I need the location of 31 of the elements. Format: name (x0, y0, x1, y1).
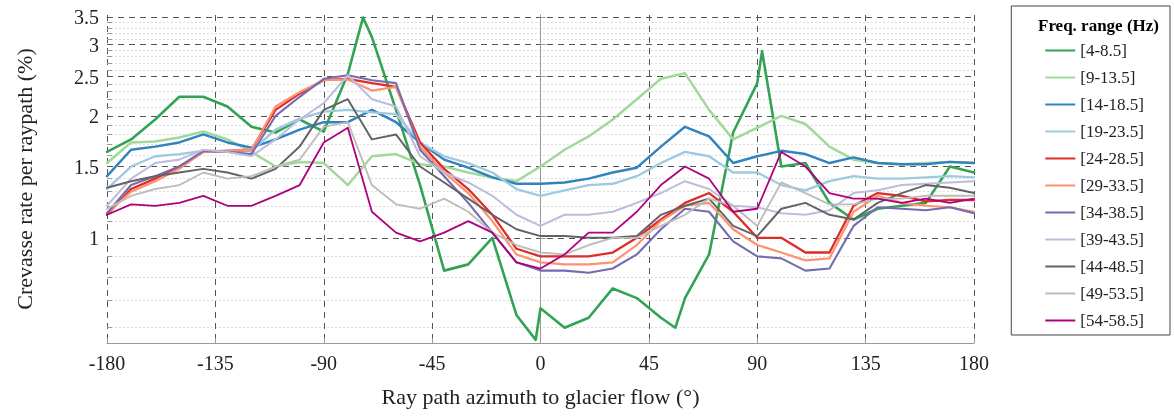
legend-label: [4-8.5] (1080, 41, 1127, 60)
x-tick-label: -45 (418, 352, 446, 374)
line-series (106, 98, 975, 239)
line-series (105, 74, 976, 227)
legend-label: [14-18.5] (1080, 95, 1144, 114)
x-axis-title: Ray path azimuth to glacier flow (°) (381, 383, 700, 409)
legend-label: [24-28.5] (1080, 149, 1144, 168)
legend-title: Freq. range (Hz) (1037, 16, 1160, 35)
x-tick-label: 90 (747, 352, 768, 374)
x-tick-label: 180 (959, 352, 989, 374)
y-tick-label: 1 (89, 226, 99, 249)
legend-label: [44-48.5] (1080, 257, 1144, 276)
legend-label: [34-38.5] (1080, 203, 1144, 222)
x-tick-label: -90 (310, 352, 338, 374)
legend-label: [39-43.5] (1080, 230, 1144, 249)
y-tick-label: 1.5 (74, 155, 99, 178)
y-axis-title: Crevasse rate per raypath (%) (11, 48, 37, 310)
y-tick-label: 2.5 (74, 65, 99, 88)
x-tick-label: -135 (197, 352, 234, 374)
legend-label: [9-13.5] (1080, 68, 1136, 87)
y-tick-label: 2 (89, 104, 99, 127)
legend-label: [54-58.5] (1080, 311, 1144, 330)
legend-label: [49-53.5] (1080, 284, 1144, 303)
y-tick-label: 3 (89, 33, 99, 56)
x-tick-label: 0 (535, 352, 546, 374)
x-tick-label: 45 (638, 352, 659, 374)
legend-label: [29-33.5] (1080, 176, 1144, 195)
legend-label: [19-23.5] (1080, 122, 1144, 141)
y-tick-label: 3.5 (74, 6, 99, 29)
x-tick-label: -180 (88, 352, 126, 374)
x-tick-label: 135 (850, 352, 881, 374)
